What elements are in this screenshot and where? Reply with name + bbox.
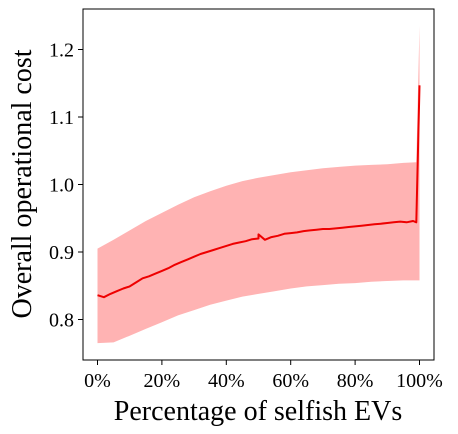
y-tick-label: 0.8 — [49, 310, 74, 332]
confidence-band — [97, 25, 420, 344]
x-tick-label: 60% — [272, 370, 309, 392]
x-tick-label: 0% — [84, 370, 111, 392]
x-tick-label: 80% — [337, 370, 374, 392]
band-layer — [97, 25, 420, 344]
x-tick-label: 20% — [144, 370, 181, 392]
y-tick-label: 1.0 — [49, 175, 74, 197]
x-tick-label: 40% — [208, 370, 245, 392]
mean-cost-line — [97, 85, 421, 299]
x-tick-label: 100% — [396, 370, 443, 392]
y-tick-label: 1.1 — [49, 107, 74, 129]
x-axis-label: Percentage of selfish EVs — [114, 396, 402, 427]
x-axis-ticks: 0% 20% 40% 60% 80% 100% — [84, 360, 443, 392]
y-axis-label: Overall operational cost — [7, 49, 38, 318]
line-layer — [97, 85, 421, 299]
y-tick-label: 0.9 — [49, 242, 74, 264]
y-axis-ticks: 0.8 0.9 1.0 1.1 1.2 — [49, 40, 83, 332]
y-tick-label: 1.2 — [49, 40, 74, 62]
